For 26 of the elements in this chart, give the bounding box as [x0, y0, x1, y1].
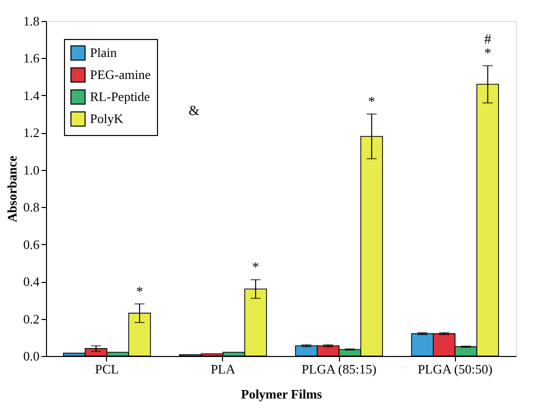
y-tick-label: 0.8	[23, 200, 40, 215]
y-tick-label: 0.0	[23, 348, 40, 364]
legend-label: PEG-amine	[90, 67, 151, 82]
y-tick-label: 1.2	[23, 125, 40, 140]
y-tick-label: 0.4	[23, 274, 40, 290]
y-axis-title: Absorbance	[4, 156, 20, 222]
legend-label: PolyK	[90, 111, 124, 126]
annotation: *	[252, 260, 260, 276]
y-tick-label: 1.8	[23, 14, 40, 28]
annotation: #	[484, 32, 492, 48]
x-axis-title: Polymer Films	[241, 386, 322, 402]
annotation: &	[188, 104, 200, 119]
y-tick-label: 1.6	[23, 50, 40, 66]
annotation: *	[368, 95, 376, 110]
x-tick-label: PCL	[95, 362, 119, 376]
legend-label: RL-Peptide	[90, 89, 150, 104]
y-tick-label: 1.4	[23, 88, 40, 103]
legend-label: Plain	[90, 45, 118, 60]
annotation: *	[484, 46, 492, 62]
annotation: *	[136, 284, 144, 300]
x-tick-label: PLA	[210, 362, 236, 376]
y-tick-label: 0.6	[23, 236, 40, 252]
x-tick-label: PLGA (50:50)	[418, 362, 492, 376]
x-tick-label: PLGA (85:15)	[302, 362, 376, 376]
y-tick-label: 0.2	[23, 311, 40, 326]
y-tick-label: 1.0	[23, 162, 40, 178]
